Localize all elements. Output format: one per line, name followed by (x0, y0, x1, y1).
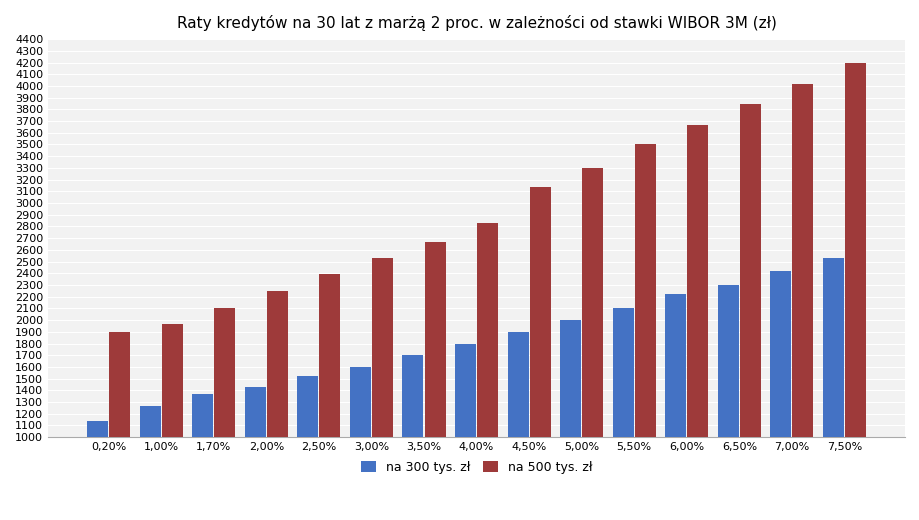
Title: Raty kredytów na 30 lat z marżą 2 proc. w zależności od stawki WIBOR 3M (zł): Raty kredytów na 30 lat z marżą 2 proc. … (176, 15, 776, 31)
Bar (612, 308, 633, 520)
Bar (192, 394, 213, 520)
Bar (371, 258, 392, 520)
Bar (244, 387, 266, 520)
Bar (739, 103, 760, 520)
Bar (297, 376, 318, 520)
Bar (664, 294, 686, 520)
Legend: na 300 tys. zł, na 500 tys. zł: na 300 tys. zł, na 500 tys. zł (356, 456, 596, 479)
Bar (162, 323, 183, 520)
Bar (424, 242, 445, 520)
Bar (319, 275, 340, 520)
Bar (455, 344, 475, 520)
Bar (87, 421, 108, 520)
Bar (717, 285, 738, 520)
Bar (686, 125, 708, 520)
Bar (477, 223, 497, 520)
Bar (823, 258, 843, 520)
Bar (349, 367, 370, 520)
Bar (507, 332, 528, 520)
Bar (140, 406, 161, 520)
Bar (634, 145, 655, 520)
Bar (267, 291, 288, 520)
Bar (402, 355, 423, 520)
Bar (769, 271, 790, 520)
Bar (791, 84, 812, 520)
Bar (560, 320, 581, 520)
Bar (845, 62, 865, 520)
Bar (214, 308, 235, 520)
Bar (582, 168, 603, 520)
Bar (109, 332, 130, 520)
Bar (529, 187, 550, 520)
